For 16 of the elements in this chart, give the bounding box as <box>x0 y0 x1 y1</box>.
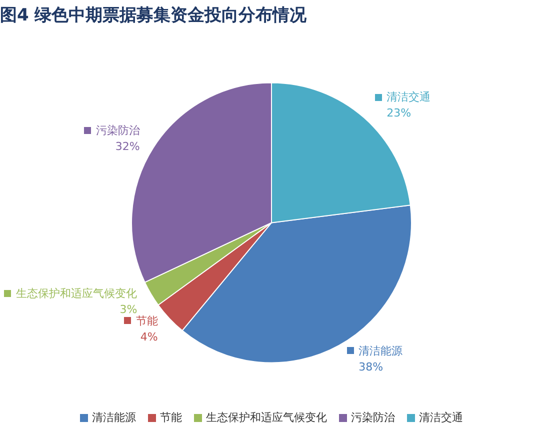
legend-label: 清洁交通 <box>386 90 431 104</box>
category-label: 清洁能源 <box>92 411 136 424</box>
category-label: 生态保护和适应气候变化 <box>206 411 327 424</box>
data-label: 32% <box>115 140 140 153</box>
data-label: 38% <box>358 360 384 374</box>
legend-label: 清洁能源 <box>358 344 403 358</box>
data-label: 23% <box>386 106 412 120</box>
data-label: 3% <box>120 302 138 316</box>
category-label: 清洁交通 <box>419 411 463 424</box>
chart-title: 图4 绿色中期票据募集资金投向分布情况 <box>0 6 308 26</box>
category-label: 节能 <box>160 411 182 424</box>
legend-label: 生态保护和适应气候变化 <box>16 286 138 300</box>
category-label: 污染防治 <box>351 411 395 424</box>
legend-label: 污染防治 <box>96 124 140 137</box>
legend-label: 节能 <box>136 314 158 328</box>
data-label: 4% <box>140 330 158 344</box>
